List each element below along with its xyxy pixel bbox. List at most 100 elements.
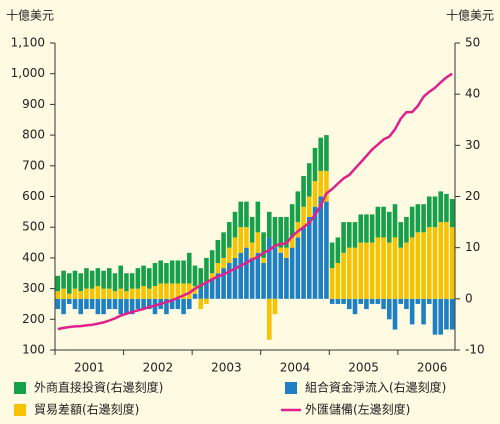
bar	[61, 288, 66, 299]
y2-tick-label: 30	[465, 138, 480, 152]
bar	[112, 273, 118, 292]
bar	[95, 286, 101, 299]
bar	[232, 237, 238, 258]
bar	[249, 257, 255, 299]
bar	[438, 222, 443, 299]
bar	[141, 265, 146, 287]
bar	[444, 193, 449, 223]
bar	[112, 298, 118, 310]
bar	[129, 273, 135, 289]
bar	[124, 291, 129, 299]
bar	[141, 286, 146, 299]
bar	[295, 191, 301, 223]
bar	[55, 275, 61, 292]
bar	[209, 278, 215, 299]
bar	[421, 232, 426, 299]
bar	[84, 288, 89, 299]
bar	[421, 298, 426, 325]
bar	[164, 263, 169, 284]
bar	[369, 298, 375, 304]
bar	[198, 268, 203, 289]
bar	[272, 298, 278, 315]
bar	[209, 250, 215, 274]
bar	[67, 273, 72, 294]
bar	[169, 298, 175, 310]
bar	[255, 252, 261, 299]
bar	[364, 214, 369, 243]
bar	[112, 291, 118, 299]
bar	[284, 216, 289, 248]
bar	[449, 227, 455, 299]
bar	[375, 237, 381, 299]
bar	[347, 222, 352, 248]
bar	[55, 291, 61, 299]
bar	[329, 298, 335, 304]
bar	[198, 298, 203, 310]
bar	[158, 260, 163, 284]
bar	[289, 237, 295, 248]
bar	[244, 201, 249, 228]
bar	[261, 232, 266, 258]
bar	[164, 283, 169, 299]
y-tick-label: 1,100	[11, 36, 45, 50]
bar	[307, 216, 312, 299]
y2-tick-label: 0	[465, 291, 473, 305]
bar	[261, 263, 266, 299]
y-tick-label: 100	[22, 343, 45, 357]
bar	[95, 298, 101, 315]
bar	[272, 216, 278, 248]
bar	[175, 298, 181, 310]
bar	[169, 283, 175, 299]
bar	[61, 298, 66, 315]
bar	[118, 288, 123, 299]
bar	[289, 247, 295, 299]
x-tick-label: 2006	[417, 361, 448, 375]
bar	[392, 204, 398, 238]
bar	[387, 298, 392, 320]
bar	[61, 270, 66, 289]
bar	[381, 298, 386, 310]
bar	[409, 298, 415, 325]
bar	[118, 265, 123, 289]
bar	[67, 293, 72, 299]
bar	[232, 257, 238, 299]
bar	[221, 268, 226, 299]
bar	[307, 196, 312, 217]
bar	[238, 252, 243, 299]
y-tick-label: 300	[22, 281, 45, 295]
bar	[427, 196, 432, 228]
bar	[398, 247, 403, 299]
bar	[78, 291, 83, 299]
bar	[387, 242, 392, 299]
bar	[204, 257, 209, 284]
bar	[432, 227, 438, 299]
bar	[84, 268, 89, 289]
bar	[95, 268, 101, 287]
bar	[324, 135, 329, 171]
bar	[364, 298, 369, 310]
bar	[267, 298, 272, 340]
bar	[324, 170, 329, 202]
bar	[181, 298, 186, 315]
x-tick-label: 2001	[74, 361, 105, 375]
bar	[392, 237, 398, 299]
bar	[101, 270, 106, 289]
bar	[192, 293, 198, 299]
bar	[152, 286, 158, 299]
bar	[352, 298, 358, 315]
bar	[284, 257, 289, 299]
bar	[255, 232, 261, 253]
bar	[204, 298, 209, 304]
bar	[89, 298, 95, 310]
bar	[387, 211, 392, 243]
bar	[415, 298, 421, 304]
bar	[72, 298, 78, 310]
bar	[352, 222, 358, 248]
bar	[181, 260, 186, 284]
bar	[341, 298, 346, 304]
y-tick-label: 200	[22, 312, 45, 326]
bar	[249, 216, 255, 243]
bar	[358, 214, 363, 243]
bar	[158, 283, 163, 299]
bar	[169, 260, 175, 284]
